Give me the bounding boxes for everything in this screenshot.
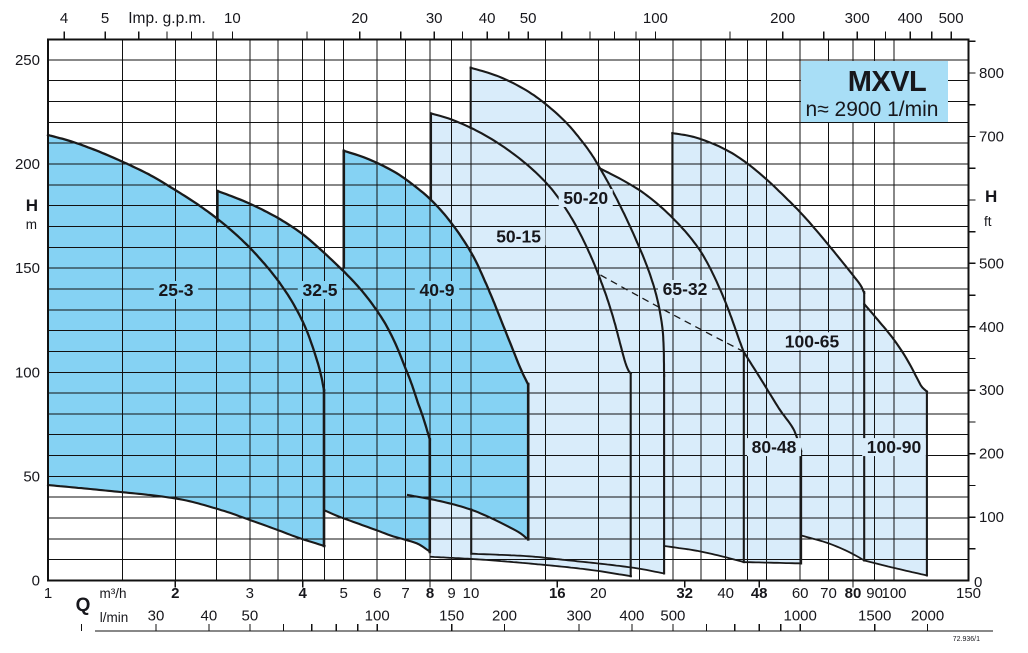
svg-text:80: 80 bbox=[845, 585, 862, 602]
svg-text:200: 200 bbox=[770, 10, 795, 27]
svg-text:40: 40 bbox=[479, 10, 496, 27]
svg-text:5: 5 bbox=[340, 585, 348, 602]
svg-text:l/min: l/min bbox=[100, 610, 129, 625]
svg-text:400: 400 bbox=[979, 319, 1004, 336]
svg-text:4: 4 bbox=[60, 10, 68, 27]
svg-text:4: 4 bbox=[299, 585, 308, 602]
svg-text:300: 300 bbox=[566, 608, 591, 625]
svg-text:5: 5 bbox=[101, 10, 109, 27]
svg-text:16: 16 bbox=[549, 585, 566, 602]
svg-text:9: 9 bbox=[447, 585, 455, 602]
svg-text:Imp. g.p.m.: Imp. g.p.m. bbox=[128, 10, 206, 27]
svg-text:500: 500 bbox=[939, 10, 964, 27]
svg-text:150: 150 bbox=[15, 260, 40, 277]
svg-text:8: 8 bbox=[426, 585, 434, 602]
svg-text:m: m bbox=[26, 217, 37, 232]
svg-text:500: 500 bbox=[979, 255, 1004, 272]
svg-text:100: 100 bbox=[365, 608, 390, 625]
svg-text:10: 10 bbox=[224, 10, 241, 27]
svg-text:32: 32 bbox=[676, 585, 693, 602]
svg-text:100: 100 bbox=[15, 364, 40, 381]
svg-text:H: H bbox=[26, 196, 38, 215]
svg-text:800: 800 bbox=[979, 65, 1004, 82]
svg-text:100-90: 100-90 bbox=[867, 437, 922, 457]
svg-text:10: 10 bbox=[463, 585, 480, 602]
svg-text:7: 7 bbox=[401, 585, 409, 602]
svg-text:25-3: 25-3 bbox=[158, 280, 193, 300]
svg-text:40: 40 bbox=[201, 608, 218, 625]
svg-text:100-65: 100-65 bbox=[785, 331, 840, 351]
svg-text:0: 0 bbox=[32, 573, 40, 590]
svg-text:500: 500 bbox=[660, 608, 685, 625]
svg-text:32-5: 32-5 bbox=[302, 280, 337, 300]
svg-text:30: 30 bbox=[148, 608, 165, 625]
svg-text:1: 1 bbox=[44, 585, 52, 602]
svg-text:65-32: 65-32 bbox=[663, 279, 708, 299]
svg-text:200: 200 bbox=[492, 608, 517, 625]
svg-text:20: 20 bbox=[351, 10, 368, 27]
svg-text:H: H bbox=[985, 187, 997, 206]
svg-text:200: 200 bbox=[15, 156, 40, 173]
svg-text:m³/h: m³/h bbox=[100, 586, 127, 601]
svg-text:48: 48 bbox=[751, 585, 768, 602]
svg-text:50-15: 50-15 bbox=[496, 226, 541, 246]
svg-text:150: 150 bbox=[956, 585, 981, 602]
svg-text:ft: ft bbox=[984, 214, 992, 229]
svg-text:1500: 1500 bbox=[858, 608, 891, 625]
svg-text:300: 300 bbox=[979, 382, 1004, 399]
svg-text:90: 90 bbox=[866, 585, 883, 602]
svg-text:100: 100 bbox=[881, 585, 906, 602]
svg-text:20: 20 bbox=[590, 585, 607, 602]
svg-text:60: 60 bbox=[792, 585, 809, 602]
svg-text:300: 300 bbox=[845, 10, 870, 27]
svg-text:200: 200 bbox=[979, 446, 1004, 463]
svg-text:72.936/1: 72.936/1 bbox=[953, 636, 980, 643]
svg-text:50: 50 bbox=[242, 608, 259, 625]
svg-text:1000: 1000 bbox=[784, 608, 817, 625]
svg-text:40-9: 40-9 bbox=[419, 280, 454, 300]
svg-text:40: 40 bbox=[717, 585, 734, 602]
svg-text:250: 250 bbox=[15, 52, 40, 69]
svg-text:80-48: 80-48 bbox=[752, 437, 797, 457]
svg-text:400: 400 bbox=[898, 10, 923, 27]
svg-text:100: 100 bbox=[979, 509, 1004, 526]
svg-text:n≈ 2900 1/min: n≈ 2900 1/min bbox=[806, 98, 939, 121]
svg-text:MXVL: MXVL bbox=[848, 66, 927, 98]
svg-text:50-20: 50-20 bbox=[563, 188, 608, 208]
svg-text:0: 0 bbox=[974, 574, 982, 591]
svg-text:50: 50 bbox=[23, 468, 40, 485]
svg-text:30: 30 bbox=[426, 10, 443, 27]
svg-text:70: 70 bbox=[820, 585, 837, 602]
svg-text:3: 3 bbox=[246, 585, 254, 602]
svg-text:2000: 2000 bbox=[911, 608, 944, 625]
svg-text:Q: Q bbox=[76, 595, 91, 616]
svg-text:2: 2 bbox=[171, 585, 179, 602]
svg-text:700: 700 bbox=[979, 129, 1004, 146]
svg-text:150: 150 bbox=[439, 608, 464, 625]
svg-text:400: 400 bbox=[619, 608, 644, 625]
svg-text:6: 6 bbox=[373, 585, 381, 602]
svg-text:50: 50 bbox=[520, 10, 537, 27]
svg-text:100: 100 bbox=[643, 10, 668, 27]
